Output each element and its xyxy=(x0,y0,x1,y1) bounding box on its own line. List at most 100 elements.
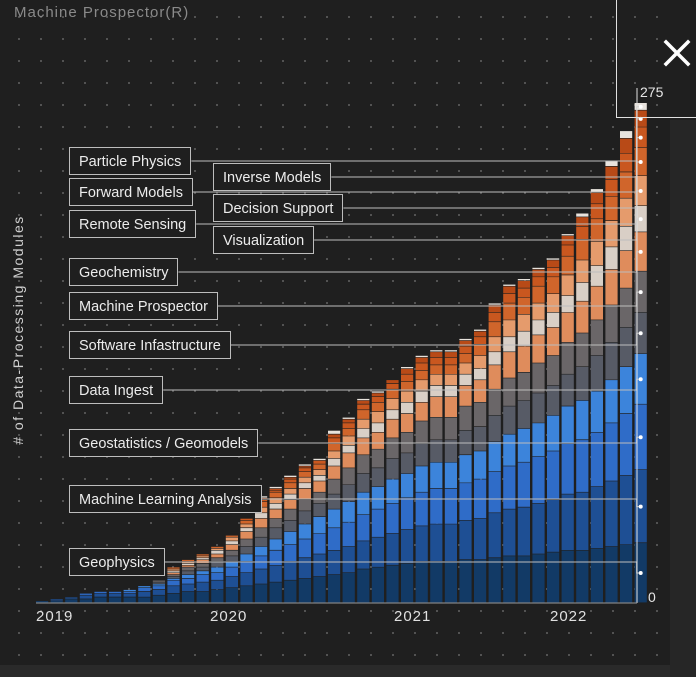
bar-segment xyxy=(547,312,560,328)
bar-segment xyxy=(561,494,574,550)
bar-segment xyxy=(620,475,633,545)
bar-segment xyxy=(298,483,311,489)
x-tick-label: 2019 xyxy=(36,608,73,625)
bar-segment xyxy=(576,217,589,226)
bar-segment xyxy=(342,428,355,436)
bar-segment xyxy=(517,428,530,462)
bar-segment xyxy=(240,528,253,532)
bar-segment xyxy=(430,385,443,397)
leader-dot xyxy=(638,377,643,382)
bar-segment xyxy=(138,591,151,597)
bar-segment xyxy=(284,580,297,603)
bar-segment xyxy=(620,327,633,367)
bar-segment xyxy=(401,402,414,414)
bar-segment xyxy=(298,466,311,468)
bar-segment xyxy=(517,507,530,556)
bar-segment xyxy=(532,267,545,270)
bar-segment xyxy=(415,466,428,492)
bar-segment xyxy=(590,320,603,356)
bar-segment xyxy=(211,554,224,558)
bar-segment xyxy=(605,305,618,343)
bar-segment xyxy=(517,280,530,288)
bar-segment xyxy=(357,398,370,401)
bar-segment xyxy=(415,402,428,421)
bar-segment xyxy=(620,544,633,603)
bar-segment xyxy=(196,554,209,556)
bar-segment xyxy=(605,161,618,166)
bar-segment xyxy=(415,526,428,562)
bar-segment xyxy=(444,352,457,358)
y-tick-max: 275 xyxy=(640,84,664,100)
bar-segment xyxy=(313,492,326,504)
bar-segment xyxy=(444,524,457,562)
bar-segment xyxy=(401,563,414,603)
bar-segment xyxy=(386,410,399,419)
bar-segment xyxy=(371,393,384,397)
bar-segment xyxy=(605,269,618,305)
bar-segment xyxy=(371,567,384,603)
legend-item: Visualization xyxy=(213,226,315,254)
bar-segment xyxy=(240,573,253,586)
bar-segment xyxy=(401,473,414,498)
bar-segment xyxy=(503,406,516,434)
bar-segment xyxy=(532,277,545,286)
bar-segment xyxy=(474,402,487,427)
bar-segment xyxy=(240,539,253,547)
bar-segment xyxy=(517,372,530,401)
bar-segment xyxy=(211,561,224,567)
leader-dot xyxy=(638,217,643,222)
bar-segment xyxy=(240,554,253,562)
bar-segment xyxy=(269,498,282,504)
bar-segment xyxy=(547,327,560,356)
bar-segment xyxy=(503,337,516,352)
x-tick-label: 2020 xyxy=(210,608,247,625)
bar-segment xyxy=(313,460,326,464)
bar-segment xyxy=(298,477,311,483)
bar-segment xyxy=(517,400,530,429)
bar-segment xyxy=(50,601,63,603)
bar-segment xyxy=(532,320,545,335)
bar-segment xyxy=(313,458,326,461)
bar-segment xyxy=(459,520,472,560)
bar-segment xyxy=(269,539,282,550)
bar-segment xyxy=(371,402,384,412)
bar-segment xyxy=(590,219,603,241)
bar-segment xyxy=(36,601,49,603)
bar-segment xyxy=(503,284,516,286)
bar-segment xyxy=(459,346,472,354)
bar-segment xyxy=(576,239,589,260)
bar-segment xyxy=(182,563,195,565)
bar-segment xyxy=(415,370,428,380)
bar-segment xyxy=(328,479,341,494)
bar-segment xyxy=(605,179,618,197)
legend-item: Software Infastructure xyxy=(69,331,231,359)
bar-segment xyxy=(576,440,589,492)
bar-segment xyxy=(474,337,487,344)
close-icon[interactable] xyxy=(662,38,692,68)
bar-segment xyxy=(605,546,618,603)
bar-segment xyxy=(225,556,238,562)
bar-segment xyxy=(211,558,224,562)
bar-segment xyxy=(79,593,92,595)
bar-segment xyxy=(430,374,443,386)
bar-segment xyxy=(620,226,633,251)
bar-segment xyxy=(401,530,414,564)
bar-segment xyxy=(605,423,618,481)
bar-segment xyxy=(547,415,560,451)
bar-segment xyxy=(547,294,560,313)
bar-segment xyxy=(386,438,399,459)
bar-segment xyxy=(255,584,268,603)
bar-segment xyxy=(415,363,428,371)
bar-segment xyxy=(313,470,326,475)
bar-segment xyxy=(561,275,574,296)
bar-segment xyxy=(313,475,326,481)
leader-dot xyxy=(638,504,643,509)
bar-segment xyxy=(240,518,253,520)
bar-segment xyxy=(620,198,633,226)
bar-segment xyxy=(386,565,399,603)
legend-item: Machine Prospector xyxy=(69,292,218,320)
bar-segment xyxy=(474,559,487,603)
bar-segment xyxy=(503,303,516,320)
bar-segment xyxy=(430,488,443,524)
bar-segment xyxy=(298,558,311,579)
